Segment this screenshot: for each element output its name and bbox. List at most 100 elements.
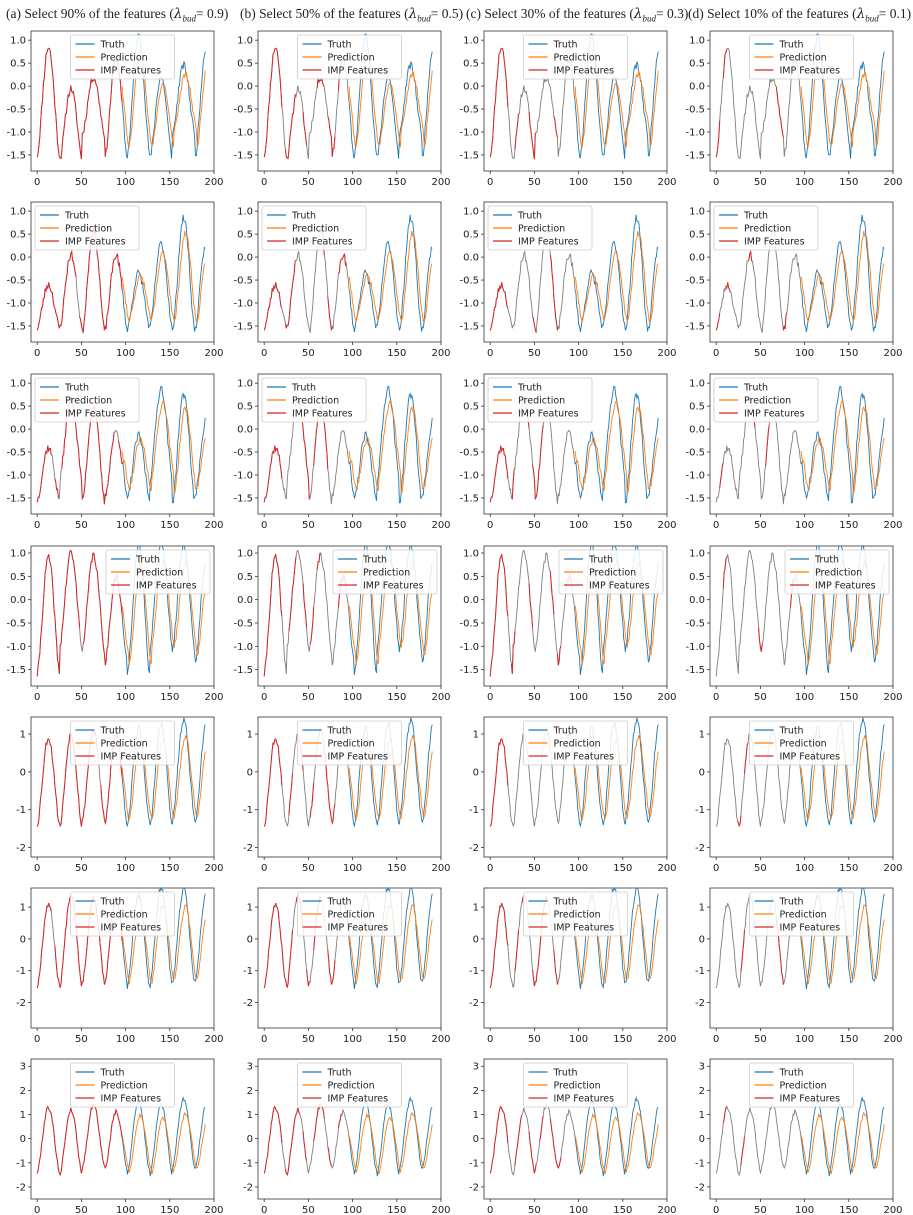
imp-feature-segment	[50, 567, 56, 617]
x-tick-label: 50	[302, 348, 315, 359]
axes-frame	[257, 716, 442, 858]
imp-feature-segment	[61, 1136, 66, 1166]
prediction-line	[348, 230, 433, 323]
history-line	[715, 1102, 802, 1176]
x-tick-label: 0	[261, 520, 267, 531]
legend-label: Truth	[362, 555, 387, 566]
imp-feature-segment	[57, 1165, 63, 1177]
truth-line	[348, 214, 433, 333]
y-tick-label: -1.0	[459, 642, 479, 653]
x-tick-label: 200	[204, 863, 223, 874]
y-tick-label: 1	[473, 903, 479, 914]
x-tick-label: 50	[528, 1205, 541, 1215]
imp-feature-segment	[493, 759, 498, 798]
imp-feature-segment	[528, 111, 534, 146]
x-tick-label: 200	[657, 177, 676, 188]
imp-feature-segment	[68, 249, 74, 262]
imp-feature-segment	[82, 782, 88, 818]
x-tick-label: 50	[75, 692, 88, 703]
imp-feature-segment	[270, 739, 276, 761]
imp-feature-segment	[61, 773, 66, 816]
imp-feature-segment	[270, 905, 276, 925]
y-tick-label: -1.0	[233, 470, 253, 481]
imp-feature-segment	[288, 773, 293, 816]
imp-feature-segment	[57, 631, 63, 675]
x-tick-label: 150	[160, 520, 179, 531]
y-tick-label: -1	[243, 966, 253, 977]
y-tick-label: 0.5	[10, 402, 26, 413]
x-tick-label: 50	[528, 177, 541, 188]
legend-label: IMP Features	[328, 1094, 389, 1105]
imp-feature-segment	[100, 116, 105, 138]
x-tick-label: 200	[431, 1034, 450, 1045]
imp-feature-segment	[277, 567, 283, 617]
imp-feature-segment	[114, 252, 119, 266]
legend-label: Truth	[100, 897, 125, 908]
imp-feature-segment	[267, 588, 272, 638]
legend-box	[332, 549, 438, 595]
subplot-r1-c3: 0 50 100 150 200 -1.5 -1.0 -0.5 0.0 0.5 1.0 Truth Pr…	[459, 30, 677, 188]
legend-label: IMP Features	[780, 752, 841, 763]
legend-label: IMP Features	[554, 1094, 615, 1105]
imp-feature-segment	[96, 423, 102, 470]
imp-feature-segment	[496, 48, 502, 78]
axes-frame	[30, 887, 215, 1029]
x-tick-label: 150	[839, 1205, 858, 1215]
imp-feature-segment	[535, 950, 541, 982]
x-tick-label: 150	[613, 520, 632, 531]
y-tick-label: 0	[473, 767, 479, 778]
legend: Truth Prediction IMP Features	[523, 720, 628, 766]
imp-feature-segment	[496, 1106, 502, 1124]
y-tick-label: -0.5	[6, 619, 26, 630]
imp-feature-segment	[267, 1122, 272, 1155]
y-tick-label: 0	[473, 934, 479, 945]
imp-feature-segment	[270, 556, 276, 589]
imp-feature-segment	[288, 1136, 293, 1166]
x-tick-label: 100	[343, 1034, 362, 1045]
y-tick-label: 0.0	[10, 425, 26, 436]
imp-feature-segment	[107, 451, 112, 486]
imp-feature-segment	[274, 47, 279, 62]
y-tick-label: 0	[247, 1134, 253, 1145]
imp-feature-segment	[36, 1154, 42, 1174]
imp-feature-segment	[100, 785, 105, 820]
legend-label: IMP Features	[65, 409, 126, 420]
imp-feature-segment	[274, 1106, 279, 1115]
legend-label: Prediction	[328, 910, 375, 921]
subplot-r2-c1: 0 50 100 150 200 -1.5 -1.0 -0.5 0.0 0.5 1.0 Truth Pr…	[6, 201, 224, 359]
imp-feature-segment	[782, 312, 788, 331]
imp-feature-segment	[47, 738, 52, 747]
imp-feature-segment	[40, 1122, 45, 1155]
imp-feature-segment	[51, 291, 56, 309]
y-tick-label: -2	[16, 843, 26, 854]
imp-feature-segment	[270, 445, 276, 463]
imp-feature-segment	[277, 1113, 283, 1144]
series-group	[489, 385, 659, 505]
subplot-r5-c1: 0 50 100 150 200 -2 -1 0 1 Truth Prediction IMP Fea…	[16, 716, 224, 874]
imp-feature-segment	[79, 465, 84, 501]
imp-feature-segment	[270, 284, 276, 299]
imp-feature-segment	[503, 61, 509, 107]
y-tick-label: 0.0	[237, 82, 253, 93]
imp-feature-segment	[57, 971, 63, 988]
imp-feature-segment	[86, 87, 91, 115]
legend: Truth Prediction IMP Features	[297, 720, 402, 766]
imp-feature-segment	[726, 282, 731, 293]
y-tick-label: -1.0	[459, 298, 479, 309]
imp-feature-segment	[500, 1106, 505, 1115]
y-tick-label: 0.5	[463, 572, 479, 583]
legend-label: Prediction	[328, 739, 375, 750]
imp-feature-segment	[493, 1122, 498, 1155]
imp-feature-segment	[47, 554, 52, 569]
axes-frame	[709, 887, 894, 1029]
imp-feature-segment	[309, 782, 315, 818]
x-tick-label: 100	[343, 520, 362, 531]
subplot-r3-c2: 0 50 100 150 200 -1.5 -1.0 -0.5 0.0 0.5 1.0 Truth Pr…	[233, 373, 451, 531]
imp-feature-segment	[263, 637, 269, 677]
legend-label: IMP Features	[101, 66, 162, 77]
imp-feature-segment	[278, 291, 283, 309]
legend: Truth Prediction IMP Features	[523, 1062, 628, 1108]
imp-feature-segment	[496, 445, 502, 463]
subplot-r6-c3: 0 50 100 150 200 -2 -1 0 1 Truth Prediction IMP Fea…	[469, 887, 677, 1045]
x-tick-label: 50	[75, 1205, 88, 1215]
